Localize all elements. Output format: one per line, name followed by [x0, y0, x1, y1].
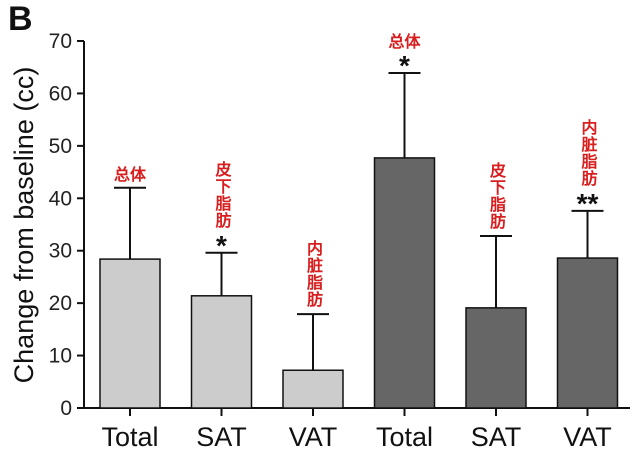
panel-label: B [8, 0, 33, 38]
bar-annotation: 总体 [388, 32, 421, 51]
bar [190, 295, 253, 409]
bar [465, 307, 527, 409]
x-tick-label: SAT [471, 422, 522, 452]
y-axis-label: Change from baseline (cc) [9, 67, 39, 384]
bar [373, 157, 436, 409]
significance-marker: ** [577, 188, 599, 219]
y-tick-label: 30 [49, 240, 72, 263]
bar-annotation: 内脏脂肪 [304, 240, 323, 309]
significance-marker: * [216, 230, 227, 261]
x-tick-label: VAT [289, 422, 338, 452]
x-tick-label: Total [101, 422, 158, 452]
bar [556, 257, 619, 409]
y-tick-label: 70 [49, 30, 72, 53]
y-tick-label: 50 [49, 135, 72, 158]
x-tick-label: VAT [563, 422, 612, 452]
y-tick-label: 10 [49, 345, 72, 368]
x-tick-label: SAT [196, 422, 247, 452]
y-tick-label: 60 [49, 82, 72, 105]
bar [282, 369, 344, 409]
bar-annotation: 皮下脂肪 [212, 160, 232, 229]
y-tick-label: 20 [49, 292, 72, 315]
bar-annotation: 内脏脂肪 [578, 118, 598, 187]
y-tick-label: 40 [49, 187, 72, 210]
significance-marker: * [399, 50, 410, 81]
x-tick-label: Total [376, 422, 433, 452]
bar-annotation: 皮下脂肪 [487, 162, 506, 231]
y-tick-label: 0 [60, 397, 72, 420]
bar [99, 258, 161, 409]
bar-annotation: 总体 [114, 165, 147, 184]
